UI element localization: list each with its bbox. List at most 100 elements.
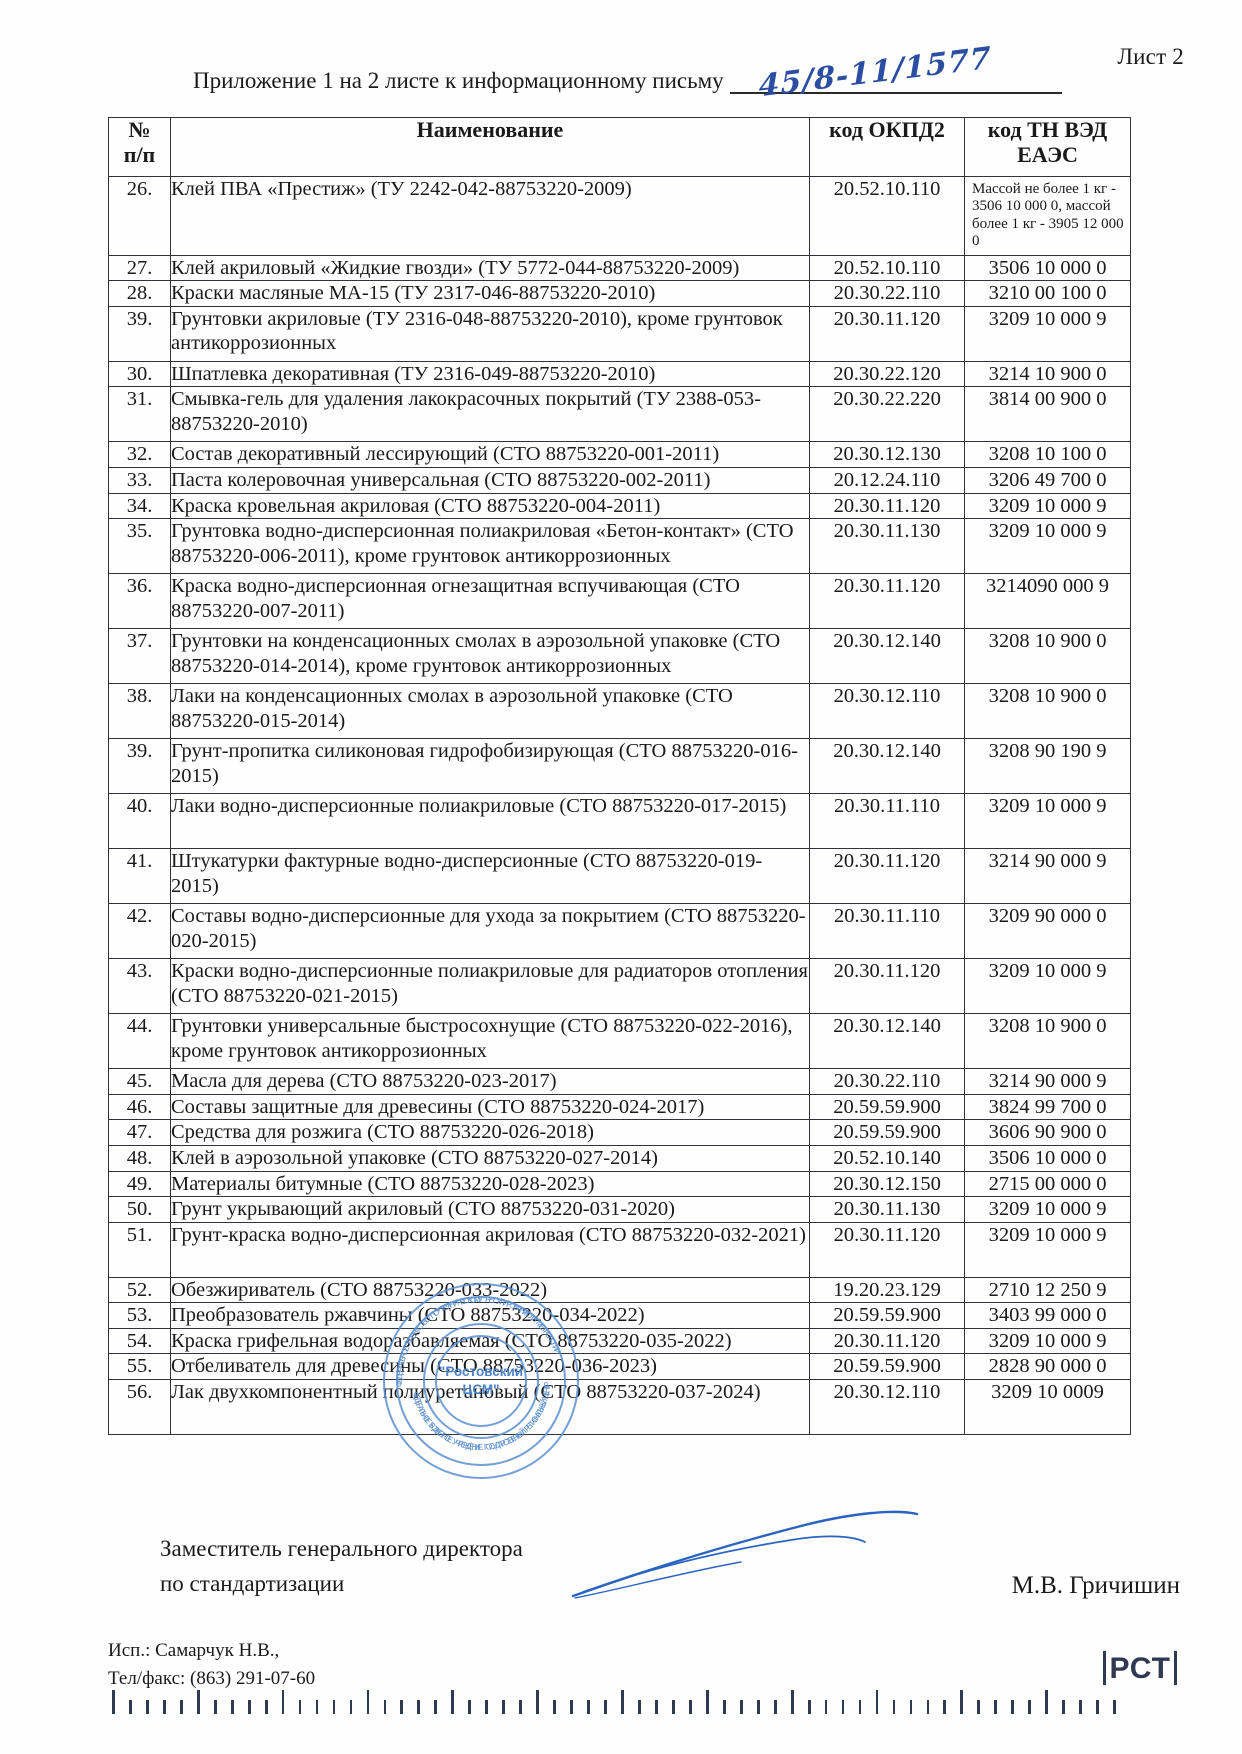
- row-tnved-code: 3206 49 700 0: [964, 466, 1131, 494]
- ruler-tick: [943, 1700, 947, 1714]
- row-okpd-code: 20.30.11.120: [809, 305, 965, 362]
- row-okpd-code: 20.30.11.120: [809, 848, 965, 905]
- row-number: 49.: [108, 1170, 171, 1198]
- ruler-tick: [196, 1690, 200, 1714]
- ruler-tick: [655, 1700, 658, 1714]
- ruler-tick: [773, 1700, 777, 1714]
- row-number: 45.: [108, 1068, 171, 1095]
- bottom-ruler-marks: [112, 1688, 1130, 1714]
- ruler-tick: [977, 1700, 981, 1714]
- ruler-tick: [570, 1700, 573, 1714]
- ruler-tick: [179, 1700, 183, 1714]
- ruler-tick: [298, 1700, 302, 1714]
- table-row: 45. Масла для дерева (СТО 88753220-023-20…: [108, 1068, 1131, 1095]
- row-number: 33.: [108, 466, 171, 494]
- row-product-name: Паста колеровочная универсальная (СТО 88…: [170, 466, 810, 494]
- row-product-name: Средства для розжига (СТО 88753220-026-2…: [170, 1119, 810, 1146]
- row-product-name: Отбеливатель для древесины (СТО 88753220…: [170, 1353, 810, 1381]
- row-number: 51.: [108, 1221, 171, 1278]
- table-row: 48. Клей в аэрозольной упаковке (СТО 8875…: [108, 1144, 1131, 1172]
- row-number: 55.: [108, 1353, 171, 1381]
- table-row: 42. Составы водно-дисперсионные для ухода…: [108, 903, 1131, 960]
- row-product-name: Состав декоративный лессирующий (СТО 887…: [170, 441, 810, 468]
- table-row: 35. Грунтовка водно-дисперсионная полиакр…: [108, 518, 1131, 575]
- row-number: 30.: [108, 360, 171, 388]
- table-header: № п/п Наименование код ОКПД2 код ТН ВЭД …: [108, 117, 1131, 177]
- row-okpd-code: 20.59.59.900: [809, 1353, 965, 1381]
- ruler-tick: [671, 1700, 675, 1714]
- ruler-tick: [858, 1700, 862, 1714]
- ruler-tick: [1113, 1700, 1116, 1714]
- table-row: 46. Составы защитные для древесины (СТО 8…: [108, 1093, 1131, 1121]
- row-product-name: Грунтовки на конденсационных смолах в аэ…: [170, 628, 810, 685]
- row-okpd-code: 20.30.11.110: [809, 903, 965, 960]
- table-row: 34. Краска кровельная акриловая (СТО 8875…: [108, 492, 1131, 520]
- ruler-tick: [332, 1700, 336, 1714]
- table-row: 55. Отбеливатель для древесины (СТО 88753…: [108, 1353, 1131, 1381]
- ruler-tick: [315, 1700, 319, 1714]
- row-okpd-code: 20.30.11.130: [809, 518, 965, 575]
- table-row: 39. Грунтовки акриловые (ТУ 2316-048-8875…: [108, 305, 1131, 362]
- ruler-tick: [213, 1700, 217, 1714]
- row-product-name: Грунт-пропитка силиконовая гидрофобизиру…: [170, 738, 810, 795]
- row-okpd-code: 20.59.59.900: [809, 1093, 965, 1121]
- ruler-tick: [434, 1700, 438, 1714]
- row-okpd-code: 20.30.12.150: [809, 1170, 965, 1198]
- row-tnved-code: 3506 10 000 0: [964, 1144, 1131, 1172]
- row-number: 54.: [108, 1327, 171, 1355]
- row-tnved-code: 3214 90 000 9: [964, 848, 1131, 905]
- table-row: 49. Материалы битумные (СТО 88753220-028-…: [108, 1170, 1131, 1198]
- row-product-name: Краски водно-дисперсионные полиакриловые…: [170, 958, 810, 1015]
- row-number: 36.: [108, 573, 171, 630]
- row-tnved-code: 3209 90 000 0: [964, 903, 1131, 960]
- ruler-tick: [536, 1690, 539, 1714]
- table-row: 41. Штукатурки фактурные водно-дисперсион…: [108, 848, 1131, 905]
- row-tnved-code: 2828 90 000 0: [964, 1353, 1131, 1381]
- row-number: 39.: [108, 738, 171, 795]
- row-number: 35.: [108, 518, 171, 575]
- ruler-tick: [1045, 1690, 1049, 1714]
- row-tnved-code: 3208 10 900 0: [964, 1013, 1131, 1070]
- ruler-tick: [688, 1700, 692, 1714]
- row-product-name: Материалы битумные (СТО 88753220-028-202…: [170, 1170, 810, 1198]
- table-body: 26. Клей ПВА «Престиж» (ТУ 2242-042-88753…: [108, 176, 1131, 1436]
- row-product-name: Масла для дерева (СТО 88753220-023-2017): [170, 1068, 810, 1095]
- table-row: 27. Клей акриловый «Жидкие гвозди» (ТУ 57…: [108, 254, 1131, 282]
- row-product-name: Грунт-краска водно-дисперсионная акрилов…: [170, 1221, 810, 1278]
- ruler-tick: [145, 1700, 149, 1714]
- ruler-tick: [926, 1700, 930, 1714]
- reference-underline: 45/8-11/1577: [729, 41, 1062, 104]
- row-product-name: Обезжириватель (СТО 88753220-033-2022): [170, 1276, 810, 1304]
- appendix-text: Приложение 1 на 2 листе к информационном…: [193, 68, 724, 93]
- row-okpd-code: 20.59.59.900: [809, 1119, 965, 1146]
- row-tnved-code: 3403 99 000 0: [964, 1302, 1131, 1329]
- row-product-name: Лак двухкомпонентный полиуретановый (СТО…: [170, 1379, 810, 1436]
- handwritten-signature: [571, 1510, 919, 1599]
- row-okpd-code: 19.20.23.129: [809, 1276, 965, 1304]
- ruler-tick: [1079, 1700, 1082, 1714]
- row-okpd-code: 20.52.10.110: [809, 176, 965, 256]
- ruler-tick: [790, 1690, 794, 1714]
- signature-title-line2: по стандартизации: [160, 1570, 345, 1596]
- ruler-tick: [909, 1700, 913, 1714]
- row-number: 31.: [108, 386, 171, 443]
- row-number: 48.: [108, 1144, 171, 1172]
- row-okpd-code: 20.30.22.220: [809, 386, 965, 443]
- row-tnved-code: 3606 90 900 0: [964, 1119, 1131, 1146]
- column-header-name-line1: Наименование: [416, 117, 564, 142]
- ruler-tick: [128, 1700, 132, 1714]
- ruler-tick: [366, 1690, 370, 1714]
- ruler-tick: [621, 1690, 624, 1714]
- row-number: 42.: [108, 903, 171, 960]
- row-okpd-code: 20.30.12.110: [809, 683, 965, 740]
- row-tnved-code: 3824 99 700 0: [964, 1093, 1131, 1121]
- table-row: 37. Грунтовки на конденсационных смолах в…: [108, 628, 1131, 685]
- rst-logo-text: РСТ: [1109, 1652, 1171, 1685]
- column-header-tnved: код ТН ВЭД ЕАЭС: [964, 117, 1131, 177]
- row-product-name: Грунт укрывающий акриловый (СТО 88753220…: [170, 1196, 810, 1223]
- product-table-wrapper: № п/п Наименование код ОКПД2 код ТН ВЭД …: [108, 117, 1131, 1436]
- table-row: 30. Шпатлевка декоративная (ТУ 2316-049-8…: [108, 360, 1131, 388]
- column-header-tnved-line1: код ТН ВЭД: [987, 117, 1108, 142]
- ruler-tick: [553, 1700, 556, 1714]
- table-row: 43. Краски водно-дисперсионные полиакрило…: [108, 958, 1131, 1015]
